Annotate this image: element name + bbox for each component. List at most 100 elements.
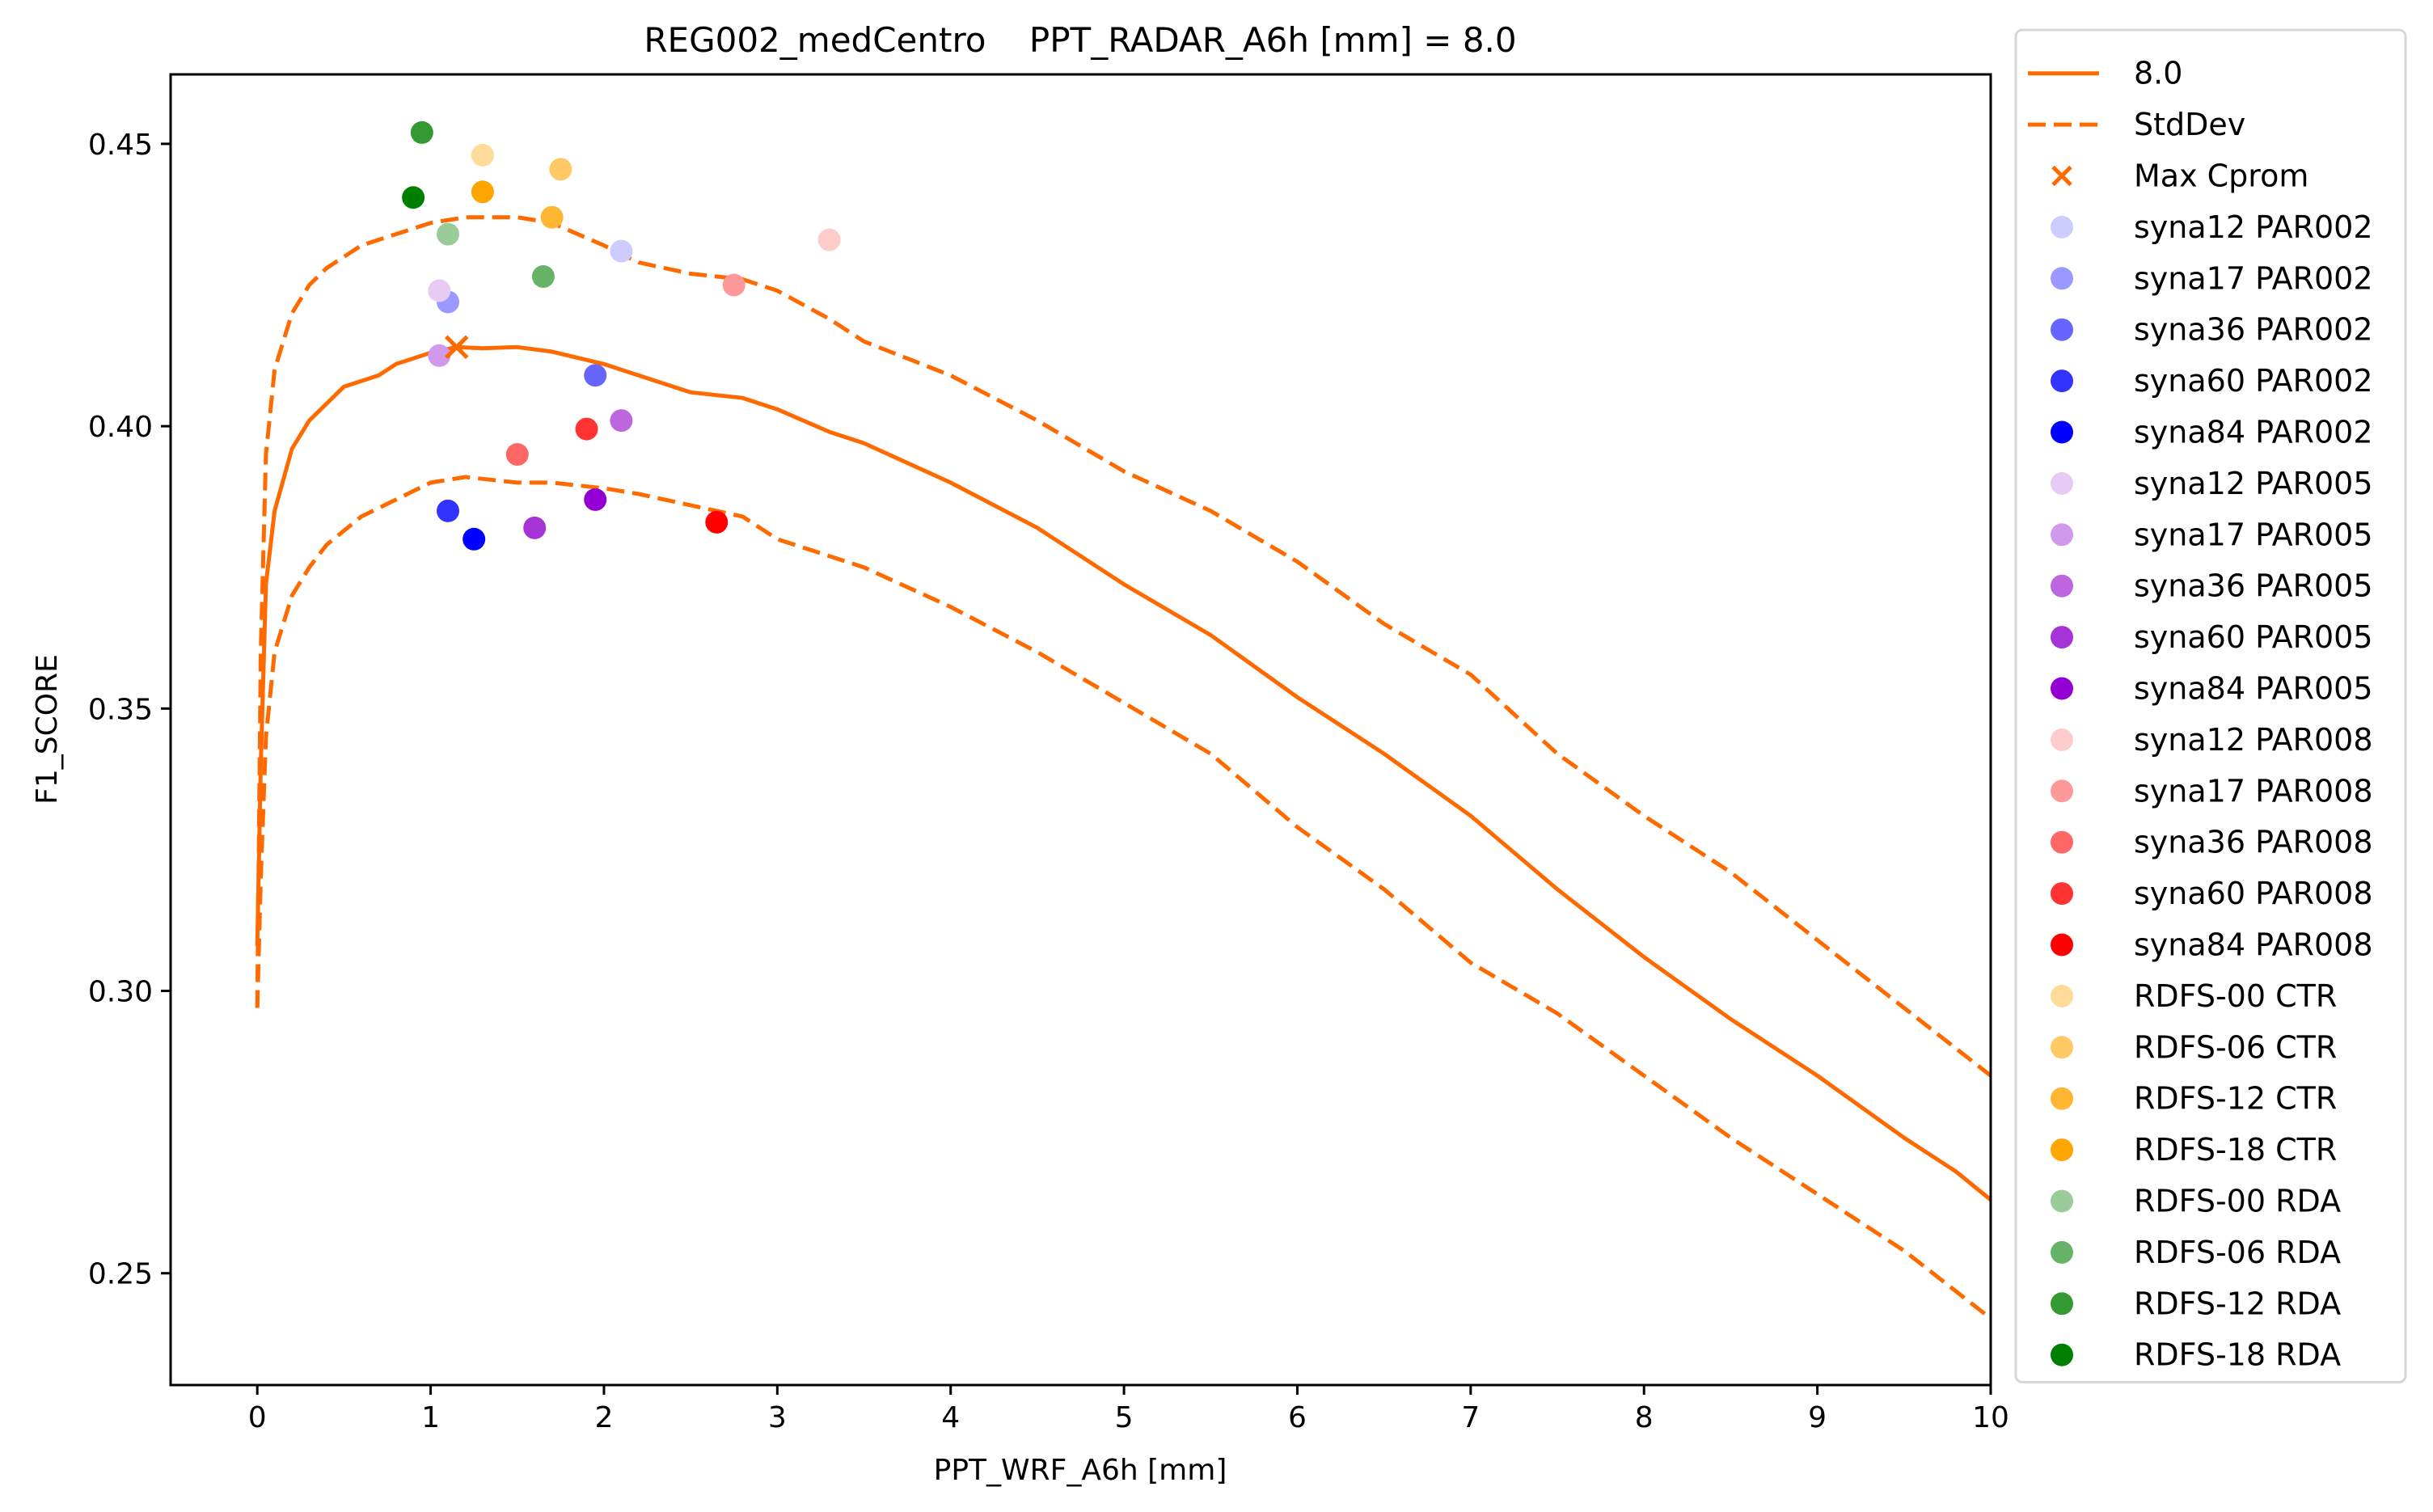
legend-item: syna12 PAR005	[2051, 466, 2373, 501]
legend-dot-icon	[2051, 1292, 2073, 1316]
legend-item: syna60 PAR005	[2051, 619, 2373, 655]
scatter-point	[410, 120, 433, 144]
legend-dot-icon	[2051, 1138, 2073, 1162]
scatter-point	[575, 417, 598, 441]
plot-area	[255, 120, 1991, 1320]
legend-item: syna12 PAR002	[2051, 209, 2373, 245]
scatter-point	[531, 265, 555, 289]
scatter-point	[428, 344, 451, 367]
y-axis-label: F1_SCORE	[31, 654, 64, 805]
scatter-point	[523, 516, 547, 539]
legend-item: syna17 PAR002	[2051, 260, 2373, 296]
y-tick-label: 0.30	[88, 976, 153, 1009]
legend-dot-icon	[2051, 318, 2073, 341]
legend-item: syna84 PAR005	[2051, 671, 2373, 707]
legend-dot-icon	[2051, 1087, 2073, 1110]
scatter-point	[428, 279, 451, 302]
legend-item: RDFS-00 CTR	[2051, 978, 2337, 1014]
legend-dot-icon	[2051, 1036, 2073, 1059]
marker-layer	[444, 335, 469, 360]
legend-label: RDFS-00 CTR	[2134, 978, 2337, 1014]
x-axis-label: PPT_WRF_A6h [mm]	[934, 1454, 1227, 1487]
legend-dot-icon	[2051, 1240, 2073, 1264]
legend-dot-icon	[2051, 420, 2073, 444]
legend-item: RDFS-06 CTR	[2051, 1029, 2337, 1065]
x-tick-label: 1	[421, 1401, 440, 1434]
legend-dot-icon	[2051, 779, 2073, 803]
scatter-point	[505, 443, 529, 467]
x-tick-label: 8	[1635, 1401, 1654, 1434]
x-tick-label: 10	[1972, 1401, 2009, 1434]
legend-label: syna12 PAR002	[2134, 209, 2373, 245]
legend-label: RDFS-12 RDA	[2134, 1286, 2341, 1321]
legend-label: syna60 PAR005	[2134, 619, 2373, 655]
legend-dot-icon	[2051, 882, 2073, 906]
legend-label: RDFS-00 RDA	[2134, 1184, 2341, 1219]
x-tick-label: 3	[768, 1401, 787, 1434]
legend-item: RDFS-18 RDA	[2051, 1337, 2341, 1373]
y-tick-label: 0.25	[88, 1258, 153, 1291]
legend-dot-icon	[2051, 830, 2073, 854]
scatter-point	[471, 143, 494, 167]
legend-label: RDFS-18 RDA	[2134, 1337, 2341, 1373]
y-axis: 0.25 0.30 0.35 0.40 0.45	[88, 129, 171, 1291]
legend-item: Max Cprom	[2051, 158, 2308, 194]
legend-dot-icon	[2051, 267, 2073, 290]
legend-label: RDFS-06 RDA	[2134, 1235, 2341, 1270]
legend-label: syna36 PAR002	[2134, 312, 2373, 348]
stddev-line-lower	[255, 475, 1991, 1320]
legend-dot-icon	[2051, 933, 2073, 957]
legend-label: syna36 PAR005	[2134, 568, 2373, 604]
legend-label: syna60 PAR002	[2134, 363, 2373, 399]
legend-item: syna17 PAR005	[2051, 517, 2373, 552]
legend-label: syna84 PAR008	[2134, 927, 2373, 963]
legend: 8.0 StdDev Max Cprom syna12 PAR002 syna17 PA…	[2014, 28, 2407, 1383]
max-cprom-marker	[444, 335, 469, 360]
legend-item: RDFS-06 RDA	[2051, 1235, 2341, 1270]
series-layer	[255, 215, 1991, 1320]
scatter-point	[584, 488, 607, 511]
scatter-point	[722, 273, 746, 297]
legend-dot-icon	[2051, 626, 2073, 649]
scatter-point	[610, 239, 633, 263]
legend-dot-icon	[2051, 984, 2073, 1007]
legend-label: Max Cprom	[2134, 158, 2308, 194]
legend-x-icon	[2051, 165, 2072, 187]
x-tick-label: 6	[1288, 1401, 1307, 1434]
scatter-point	[437, 499, 460, 522]
legend-label: syna60 PAR008	[2134, 876, 2373, 911]
legend-item: syna60 PAR008	[2051, 876, 2373, 911]
legend-item: RDFS-12 RDA	[2051, 1286, 2341, 1321]
legend-item: syna36 PAR005	[2051, 568, 2373, 604]
legend-dot-icon	[2051, 728, 2073, 751]
legend-dot-icon	[2051, 677, 2073, 700]
scatter-point	[705, 510, 729, 534]
legend-label: syna12 PAR008	[2134, 722, 2373, 758]
legend-item: RDFS-12 CTR	[2051, 1081, 2337, 1117]
scatter-point	[817, 228, 841, 251]
scatter-point	[437, 222, 460, 246]
scatter-point	[463, 527, 486, 551]
legend-label: syna17 PAR005	[2134, 517, 2373, 552]
legend-label: syna17 PAR008	[2134, 773, 2373, 809]
legend-dot-icon	[2051, 574, 2073, 598]
legend-dot-icon	[2051, 1343, 2073, 1366]
x-tick-label: 5	[1115, 1401, 1134, 1434]
x-tick-label: 7	[1461, 1401, 1480, 1434]
y-tick-label: 0.35	[88, 693, 153, 726]
scatter-point	[584, 364, 607, 387]
legend-dot-icon	[2051, 1189, 2073, 1213]
scatter-point	[549, 158, 572, 181]
legend-dot-icon	[2051, 215, 2073, 239]
y-tick-label: 0.45	[88, 129, 153, 162]
legend-label: RDFS-12 CTR	[2134, 1081, 2337, 1117]
legend-label: 8.0	[2134, 56, 2182, 91]
legend-item: syna36 PAR008	[2051, 825, 2373, 860]
x-axis: 0 1 2 3 4 5 6 7 8 9 10	[248, 1385, 2009, 1434]
scatter-point	[402, 186, 425, 209]
legend-label: syna84 PAR002	[2134, 415, 2373, 450]
mean-line	[255, 344, 1991, 1202]
x-tick-label: 0	[248, 1401, 267, 1434]
legend-label: syna36 PAR008	[2134, 825, 2373, 860]
stddev-line-upper	[255, 215, 1991, 1078]
